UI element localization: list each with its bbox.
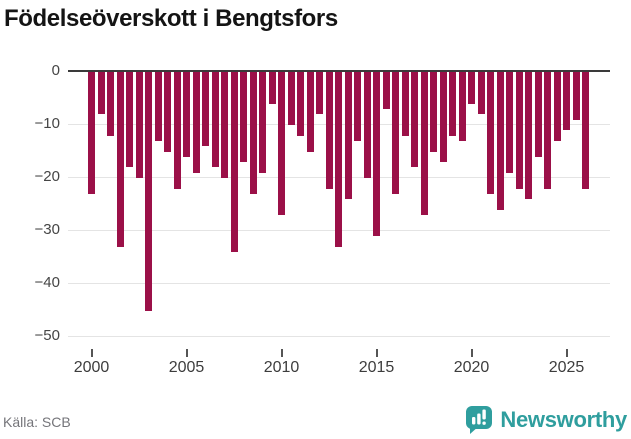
bar-2025-H2 bbox=[572, 72, 580, 120]
bar-2006-H1 bbox=[202, 72, 209, 147]
gridline bbox=[68, 335, 610, 337]
bar-2017-H2 bbox=[420, 72, 428, 216]
x-axis-tick bbox=[375, 349, 378, 357]
bar-2018-H2 bbox=[439, 72, 447, 163]
bar-2012-H1 bbox=[316, 72, 323, 115]
bar-2018-H1 bbox=[430, 72, 437, 152]
bar-2007-H2 bbox=[230, 72, 238, 253]
x-axis-tick-label: 2000 bbox=[73, 359, 110, 376]
bar-2005-H1 bbox=[183, 72, 190, 157]
newsworthy-icon bbox=[465, 405, 493, 435]
bar-2017-H1 bbox=[411, 72, 418, 168]
bar-2016-H1 bbox=[392, 72, 399, 194]
gridline bbox=[68, 282, 610, 284]
bar-2001-H2 bbox=[116, 72, 124, 247]
y-axis-tick-label: −10 bbox=[34, 115, 60, 132]
plot-area bbox=[68, 70, 610, 337]
bar-2003-H1 bbox=[145, 72, 152, 311]
bar-2012-H2 bbox=[325, 72, 333, 189]
y-axis-tick-label: 0 bbox=[51, 62, 60, 79]
x-axis-tick-label: 2020 bbox=[453, 359, 490, 376]
bar-2021-H1 bbox=[487, 72, 494, 194]
y-axis-tick-label: −50 bbox=[34, 327, 60, 344]
bar-2004-H2 bbox=[173, 72, 181, 189]
x-axis-tick bbox=[185, 349, 188, 357]
bar-2014-H1 bbox=[354, 72, 361, 141]
y-axis-tick-label: −30 bbox=[34, 221, 60, 238]
y-axis-tick-label: −20 bbox=[34, 168, 60, 185]
bar-2009-H2 bbox=[268, 72, 276, 104]
bar-2001-H1 bbox=[107, 72, 114, 136]
bar-2023-H2 bbox=[534, 72, 542, 157]
bar-2019-H2 bbox=[458, 72, 466, 141]
bar-2006-H2 bbox=[211, 72, 219, 168]
newsworthy-wordmark: Newsworthy bbox=[500, 407, 627, 432]
bar-2011-H1 bbox=[297, 72, 304, 136]
bar-2002-H1 bbox=[126, 72, 133, 168]
bar-2004-H1 bbox=[164, 72, 171, 152]
bar-2015-H2 bbox=[382, 72, 390, 110]
bar-2003-H2 bbox=[154, 72, 162, 141]
x-axis-tick bbox=[90, 349, 93, 357]
bar-2020-H2 bbox=[477, 72, 485, 115]
bar-2009-H1 bbox=[259, 72, 266, 173]
bar-2013-H2 bbox=[344, 72, 352, 200]
bar-2022-H2 bbox=[515, 72, 523, 189]
bar-2026-H1 bbox=[582, 72, 589, 189]
bar-2000-H2 bbox=[97, 72, 105, 115]
y-axis-tick-label: −40 bbox=[34, 274, 60, 291]
bar-2000-H1 bbox=[88, 72, 95, 194]
bar-2023-H1 bbox=[525, 72, 532, 200]
bar-2002-H2 bbox=[135, 72, 143, 178]
newsworthy-logo: Newsworthy bbox=[465, 405, 627, 435]
x-axis-tick bbox=[470, 349, 473, 357]
bar-2024-H2 bbox=[553, 72, 561, 141]
bar-2010-H2 bbox=[287, 72, 295, 125]
bar-2019-H1 bbox=[449, 72, 456, 136]
bar-2010-H1 bbox=[278, 72, 285, 216]
bar-2020-H1 bbox=[468, 72, 475, 104]
bar-2014-H2 bbox=[363, 72, 371, 178]
bar-2011-H2 bbox=[306, 72, 314, 152]
x-axis-tick bbox=[565, 349, 568, 357]
x-axis-tick-label: 2005 bbox=[168, 359, 205, 376]
bar-2024-H1 bbox=[544, 72, 551, 189]
bar-2008-H1 bbox=[240, 72, 247, 163]
x-axis-tick bbox=[280, 349, 283, 357]
bar-2008-H2 bbox=[249, 72, 257, 194]
zero-axis-line bbox=[68, 70, 610, 72]
bar-2021-H2 bbox=[496, 72, 504, 210]
bar-2022-H1 bbox=[506, 72, 513, 173]
chart-title: Födelseöverskott i Bengtsfors bbox=[4, 5, 338, 32]
x-axis-tick-label: 2015 bbox=[358, 359, 395, 376]
bar-2015-H1 bbox=[373, 72, 380, 237]
source-note: Källa: SCB bbox=[3, 414, 71, 430]
bar-2005-H2 bbox=[192, 72, 200, 173]
bar-2025-H1 bbox=[563, 72, 570, 131]
bar-2016-H2 bbox=[401, 72, 409, 136]
x-axis-tick-label: 2025 bbox=[548, 359, 585, 376]
bar-2013-H1 bbox=[335, 72, 342, 247]
bar-2007-H1 bbox=[221, 72, 228, 178]
x-axis-tick-label: 2010 bbox=[263, 359, 300, 376]
